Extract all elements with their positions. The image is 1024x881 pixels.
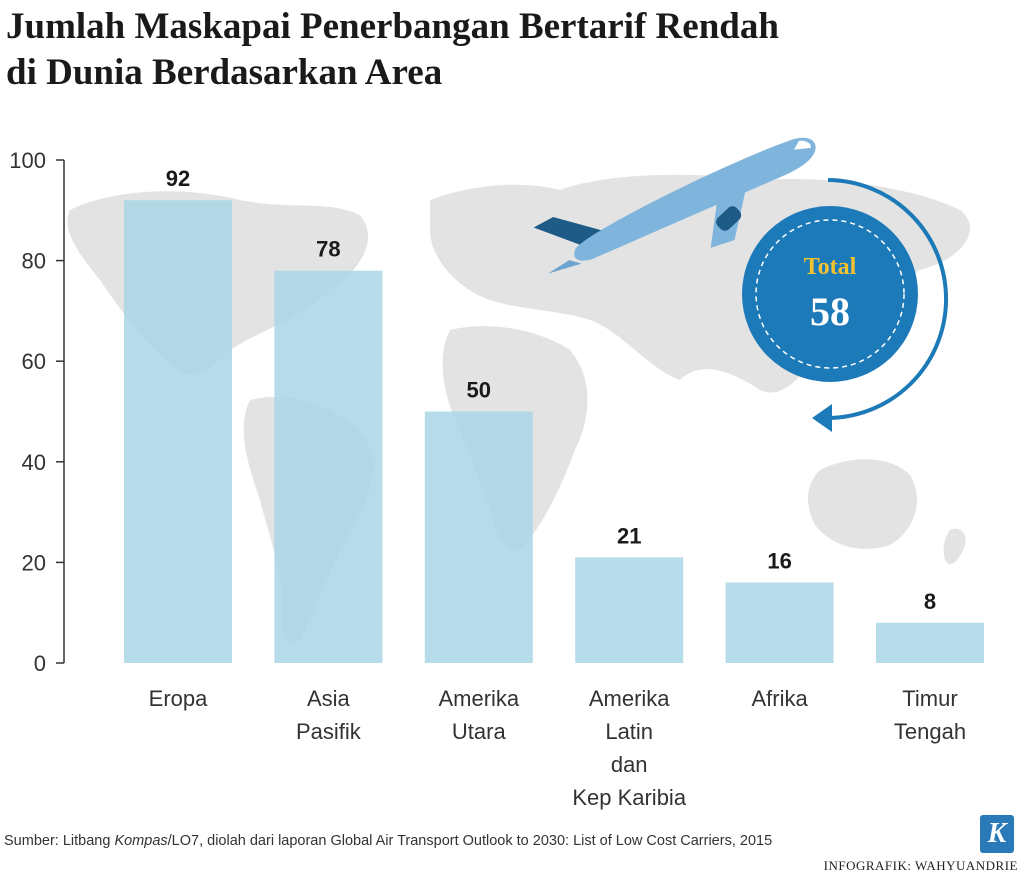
category-labels: Eropa Asia Pasifik Amerika Utara Amerika Latin… <box>149 686 966 810</box>
category-label: Afrika <box>751 686 808 711</box>
category-label: Timur <box>902 686 957 711</box>
bar <box>124 200 232 664</box>
kompas-logo: K <box>980 815 1014 853</box>
value-label: 92 <box>166 166 190 191</box>
y-tick-label: 20 <box>22 550 46 575</box>
bar <box>424 411 533 663</box>
title-line-2: di Dunia Berdasarkan Area <box>6 52 443 93</box>
value-label: 16 <box>767 549 791 574</box>
value-labels: 92 78 50 21 16 8 <box>166 166 936 614</box>
category-label: Utara <box>452 719 507 744</box>
bar <box>274 270 383 663</box>
source-note: Sumber: Litbang Kompas/LO7, diolah dari … <box>4 833 772 849</box>
y-axis-ticks: 0 20 40 60 80 100 <box>9 148 64 676</box>
value-label: 78 <box>316 237 340 262</box>
value-label: 8 <box>924 589 936 614</box>
category-label: Amerika <box>438 686 519 711</box>
airplane-icon <box>533 137 816 274</box>
category-label: Amerika <box>589 686 670 711</box>
category-label: Tengah <box>894 719 966 744</box>
bar-chart: 0 20 40 60 80 100 92 78 50 21 16 8 Eropa Asia Pasifi… <box>9 137 984 810</box>
y-tick-label: 40 <box>22 450 46 475</box>
chart-title: Jumlah Maskapai Penerbangan Bertarif Ren… <box>6 4 1006 96</box>
category-label: Asia <box>307 686 351 711</box>
total-badge: Total 58 <box>742 178 948 432</box>
total-label: Total <box>804 254 857 280</box>
y-tick-label: 100 <box>9 148 46 173</box>
category-label: Eropa <box>149 686 208 711</box>
total-circle-dashed <box>755 219 905 369</box>
total-circle <box>742 206 918 382</box>
bars <box>124 200 984 664</box>
source-italic: Kompas <box>114 833 168 849</box>
category-label: Pasifik <box>296 719 362 744</box>
category-label: Latin <box>605 719 653 744</box>
category-label: dan <box>611 752 648 777</box>
y-tick-label: 0 <box>34 651 46 676</box>
source-suffix: /LO7, diolah dari laporan Global Air Tra… <box>167 833 773 849</box>
value-label: 50 <box>467 378 491 403</box>
title-line-1: Jumlah Maskapai Penerbangan Bertarif Ren… <box>6 6 779 47</box>
bar <box>575 557 684 663</box>
bar <box>725 582 834 663</box>
bar <box>876 622 984 663</box>
value-label: 21 <box>617 523 641 548</box>
category-label: Kep Karibia <box>572 785 687 810</box>
total-value: 58 <box>810 289 850 334</box>
arrow-head <box>812 404 832 432</box>
y-tick-label: 80 <box>22 249 46 274</box>
source-prefix: Sumber: Litbang <box>4 833 115 849</box>
infographic-credit: INFOGRAFIK: WAHYUANDRIE <box>823 858 1018 873</box>
circular-arrow-icon <box>825 178 948 421</box>
y-tick-label: 60 <box>22 349 46 374</box>
